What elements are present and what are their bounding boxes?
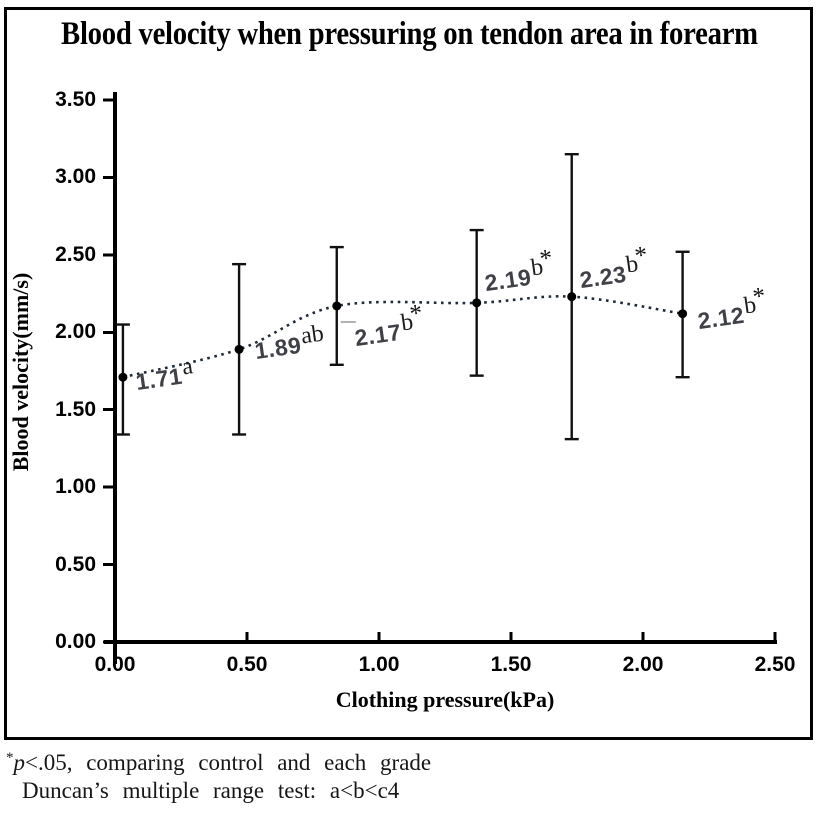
x-tick-label: 0.50 xyxy=(226,653,268,676)
chart-title-row: Blood velocity when pressuring on tendon… xyxy=(4,16,815,53)
y-tick-label: 2.50 xyxy=(55,242,96,266)
data-label-value: 2.12 xyxy=(695,301,746,334)
y-tick-label: 1.00 xyxy=(55,475,96,499)
data-label-value: 2.19 xyxy=(482,263,533,296)
data-point xyxy=(234,344,244,354)
data-point xyxy=(472,298,482,308)
x-tick-label: 0.00 xyxy=(94,653,136,676)
data-label-value: 2.23 xyxy=(577,260,628,293)
data-point xyxy=(678,309,688,319)
x-tick-label: 2.00 xyxy=(622,653,664,676)
y-tick-label: 0.00 xyxy=(55,630,96,653)
data-point xyxy=(332,301,342,311)
data-point xyxy=(567,292,577,302)
y-tick-label: 2.00 xyxy=(55,320,96,344)
y-axis-title: Blood velocity(mm/s) xyxy=(8,272,33,472)
footnote-p-symbol: p xyxy=(13,750,26,775)
y-tick-label: 0.50 xyxy=(55,552,96,576)
data-point xyxy=(118,372,128,382)
x-tick-label: 1.00 xyxy=(358,653,400,676)
footnote-line-1: *p<.05, comparing control and each grade xyxy=(6,744,431,777)
y-tick-label: 3.00 xyxy=(55,165,96,189)
data-label-value: 2.17 xyxy=(352,318,403,351)
data-label-value: 1.89 xyxy=(253,332,304,365)
y-tick-label: 1.50 xyxy=(55,397,96,421)
x-tick-label: 2.50 xyxy=(754,653,796,676)
x-tick-label: 1.50 xyxy=(490,653,532,676)
data-label-value: 1.71 xyxy=(134,362,184,396)
significance-asterisk: * xyxy=(6,750,14,766)
footnote-line-2: Duncan’s multiple range test: a<b<c4 xyxy=(22,778,400,803)
y-tick-label: 3.50 xyxy=(55,88,96,111)
footnote: *p<.05, comparing control and each grade… xyxy=(6,744,431,805)
duncan-grade-superscript: ab xyxy=(299,320,326,350)
x-axis-title: Clothing pressure(kPa) xyxy=(335,687,555,712)
footnote-line1-text: <.05, comparing control and each grade xyxy=(25,750,432,775)
chart-title: Blood velocity when pressuring on tendon… xyxy=(61,16,758,52)
